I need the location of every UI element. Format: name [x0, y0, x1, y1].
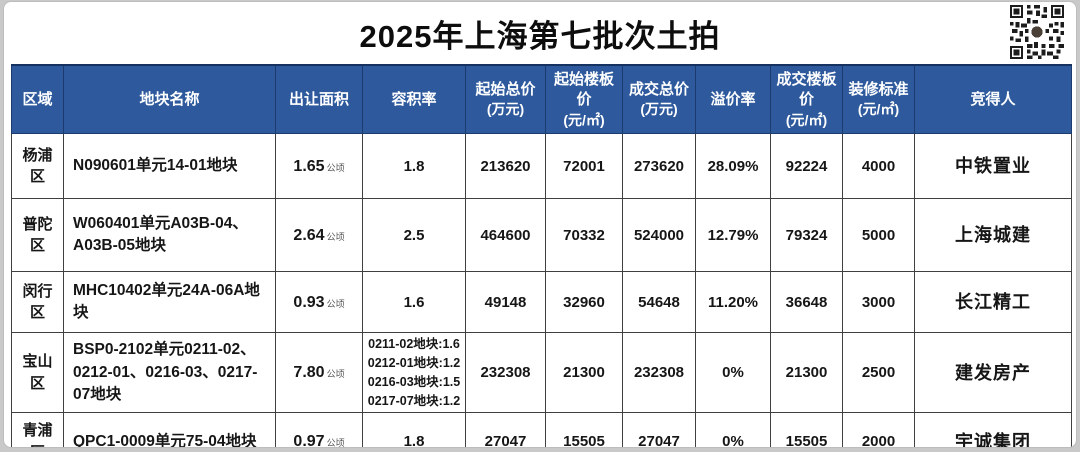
qr-code-icon — [1010, 5, 1064, 59]
table-row: 宝山区 BSP0-2102单元0211-02、0212-01、0216-03、0… — [11, 332, 1072, 414]
deal-floor-price-cell: 92224 — [770, 133, 843, 200]
deal-total-price-cell: 54648 — [622, 271, 696, 334]
premium-rate-cell: 28.09% — [695, 133, 771, 200]
page-title: 2025年上海第七批次土拍 — [359, 18, 721, 54]
plot-name-cell: MHC10402单元24A-06A地块 — [63, 271, 276, 334]
start-total-price-cell: 232308 — [465, 332, 546, 414]
title-bar: 2025年上海第七批次土拍 — [4, 2, 1076, 64]
plot-ratio-cell: 1.8 — [362, 133, 466, 200]
deal-floor-price-cell: 36648 — [770, 271, 843, 334]
area-unit-label: 公顷 — [326, 162, 345, 173]
plot-name-cell: BSP0-2102单元0211-02、0212-01、0216-03、0217-… — [63, 332, 276, 414]
plot-name-cell: N090601单元14-01地块 — [63, 133, 276, 200]
land-auction-table: 区域 地块名称 出让面积 容积率 起始总价 (万元) 起始楼板价 (元/㎡) 成交总… — [11, 64, 1072, 448]
plot-ratio-cell: 2.5 — [362, 198, 466, 273]
start-total-price-cell: 213620 — [465, 133, 546, 200]
winner-cell: 长江精工 — [914, 271, 1072, 334]
deal-total-price-cell: 524000 — [622, 198, 696, 273]
plot-name-cell: QPC1-0009单元75-04地块 — [63, 412, 276, 447]
area-cell: 2.64 公顷 — [275, 198, 363, 273]
region-cell: 杨浦区 — [11, 133, 64, 200]
start-floor-price-cell: 15505 — [545, 412, 623, 447]
premium-rate-cell: 0% — [695, 412, 771, 447]
premium-rate-cell: 0% — [695, 332, 771, 414]
column-header-region: 区域 — [11, 64, 64, 135]
decoration-standard-cell: 2500 — [842, 332, 915, 414]
start-total-price-cell: 49148 — [465, 271, 546, 334]
table-header: 区域 地块名称 出让面积 容积率 起始总价 (万元) 起始楼板价 (元/㎡) 成交总… — [11, 64, 1072, 135]
deal-total-price-cell: 27047 — [622, 412, 696, 447]
start-floor-price-cell: 21300 — [545, 332, 623, 414]
start-total-price-cell: 464600 — [465, 198, 546, 273]
deal-floor-price-cell: 21300 — [770, 332, 843, 414]
premium-rate-cell: 12.79% — [695, 198, 771, 273]
table-row: 普陀区 W060401单元A03B-04、A03B-05地块 2.64 公顷 2.… — [11, 198, 1072, 273]
table-row: 杨浦区 N090601单元14-01地块 1.65 公顷 1.8 213620 7… — [11, 133, 1072, 200]
start-total-price-cell: 27047 — [465, 412, 546, 447]
area-cell: 0.97 公顷 — [275, 412, 363, 448]
area-unit-label: 公顷 — [326, 298, 345, 309]
decoration-standard-cell: 4000 — [842, 133, 915, 200]
region-cell: 闵行区 — [11, 271, 64, 334]
region-cell: 普陀区 — [11, 198, 64, 273]
winner-cell: 上海城建 — [914, 198, 1072, 273]
plot-ratio-cell: 1.6 — [362, 271, 466, 334]
deal-total-price-cell: 232308 — [622, 332, 696, 414]
column-header-deal-total-price: 成交总价 (万元) — [622, 64, 696, 135]
column-header-deal-floor-price: 成交楼板价 (元/㎡) — [770, 64, 843, 135]
start-floor-price-cell: 32960 — [545, 271, 623, 334]
area-cell: 1.65 公顷 — [275, 133, 363, 200]
deal-floor-price-cell: 15505 — [770, 412, 843, 447]
area-cell: 0.93 公顷 — [275, 271, 363, 334]
decoration-standard-cell: 5000 — [842, 198, 915, 273]
table-body: 杨浦区 N090601单元14-01地块 1.65 公顷 1.8 213620 7… — [11, 133, 1072, 448]
premium-rate-cell: 11.20% — [695, 271, 771, 334]
column-header-area: 出让面积 — [275, 64, 363, 135]
decoration-standard-cell: 2000 — [842, 412, 915, 447]
column-header-start-floor-price: 起始楼板价 (元/㎡) — [545, 64, 623, 135]
column-header-premium-rate: 溢价率 — [695, 64, 771, 135]
deal-total-price-cell: 273620 — [622, 133, 696, 200]
region-cell: 青浦区 — [11, 412, 64, 447]
decoration-standard-cell: 3000 — [842, 271, 915, 334]
region-cell: 宝山区 — [11, 332, 64, 414]
winner-cell: 建发房产 — [914, 332, 1072, 414]
area-unit-label: 公顷 — [326, 369, 345, 380]
column-header-plot-name: 地块名称 — [63, 64, 276, 135]
content-card: 2025年上海第七批次土拍 — [3, 1, 1077, 448]
area-unit-label: 公顷 — [326, 231, 345, 242]
winner-cell: 中铁置业 — [914, 133, 1072, 200]
plot-name-cell: W060401单元A03B-04、A03B-05地块 — [63, 198, 276, 273]
column-header-start-total-price: 起始总价 (万元) — [465, 64, 546, 135]
area-unit-label: 公顷 — [326, 438, 345, 448]
plot-ratio-cell: 0211-02地块:1.6 0212-01地块:1.2 0216-03地块:1.… — [362, 332, 466, 414]
plot-ratio-cell: 1.8 — [362, 412, 466, 447]
column-header-decoration-standard: 装修标准 (元/㎡) — [842, 64, 915, 135]
start-floor-price-cell: 70332 — [545, 198, 623, 273]
column-header-plot-ratio: 容积率 — [362, 64, 466, 135]
start-floor-price-cell: 72001 — [545, 133, 623, 200]
deal-floor-price-cell: 79324 — [770, 198, 843, 273]
winner-cell: 宇诚集团 — [914, 412, 1072, 447]
table-row: 闵行区 MHC10402单元24A-06A地块 0.93 公顷 1.6 49148… — [11, 271, 1072, 334]
column-header-winner: 竞得人 — [914, 64, 1072, 135]
area-cell: 7.80 公顷 — [275, 332, 363, 414]
